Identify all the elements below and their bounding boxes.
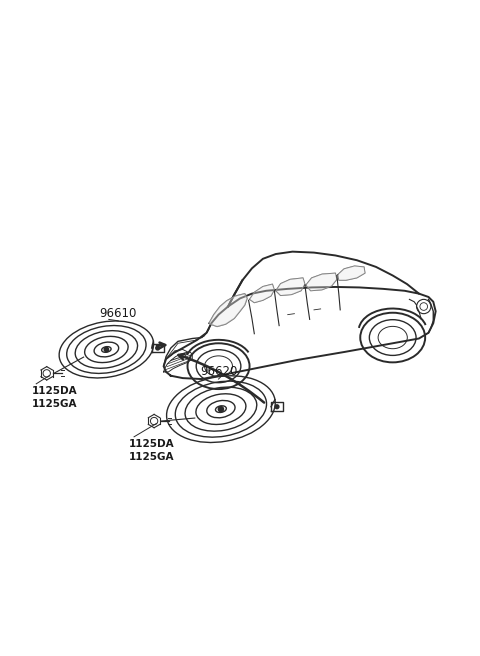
Text: 96610: 96610 xyxy=(100,307,137,320)
Polygon shape xyxy=(306,273,337,291)
Text: 1125DA
1125GA: 1125DA 1125GA xyxy=(32,386,77,409)
Circle shape xyxy=(104,347,108,352)
Polygon shape xyxy=(338,266,365,280)
Polygon shape xyxy=(276,278,305,296)
Polygon shape xyxy=(209,294,247,327)
Circle shape xyxy=(218,407,224,412)
Polygon shape xyxy=(250,284,275,302)
Circle shape xyxy=(275,405,279,409)
Text: 96620: 96620 xyxy=(200,365,237,378)
Circle shape xyxy=(156,346,159,350)
Text: 1125DA
1125GA: 1125DA 1125GA xyxy=(129,440,175,462)
